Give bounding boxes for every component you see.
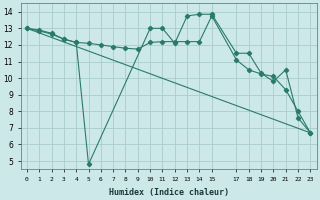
X-axis label: Humidex (Indice chaleur): Humidex (Indice chaleur) [108, 188, 228, 197]
